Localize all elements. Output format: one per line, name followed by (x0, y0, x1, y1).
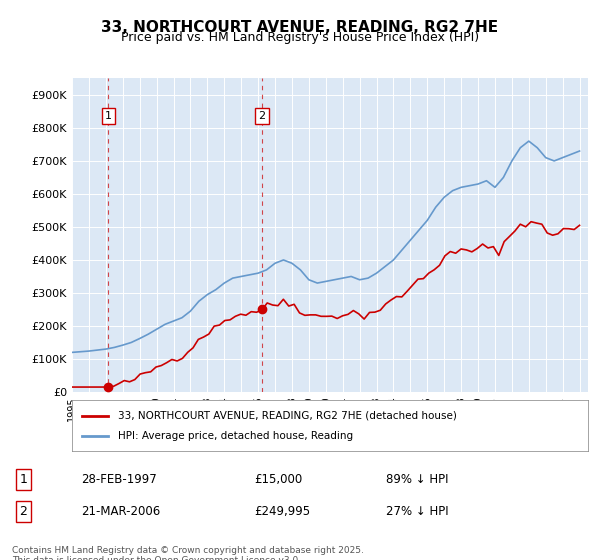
Text: 1: 1 (20, 473, 28, 486)
Text: £15,000: £15,000 (254, 473, 302, 486)
Text: 33, NORTHCOURT AVENUE, READING, RG2 7HE: 33, NORTHCOURT AVENUE, READING, RG2 7HE (101, 20, 499, 35)
Text: 2: 2 (20, 505, 28, 518)
Text: Price paid vs. HM Land Registry's House Price Index (HPI): Price paid vs. HM Land Registry's House … (121, 31, 479, 44)
Text: Contains HM Land Registry data © Crown copyright and database right 2025.
This d: Contains HM Land Registry data © Crown c… (12, 546, 364, 560)
Text: 28-FEB-1997: 28-FEB-1997 (81, 473, 157, 486)
Text: HPI: Average price, detached house, Reading: HPI: Average price, detached house, Read… (118, 431, 353, 441)
Text: 27% ↓ HPI: 27% ↓ HPI (386, 505, 449, 518)
Text: 89% ↓ HPI: 89% ↓ HPI (386, 473, 449, 486)
Text: £249,995: £249,995 (254, 505, 310, 518)
Text: 1: 1 (105, 111, 112, 121)
Text: 33, NORTHCOURT AVENUE, READING, RG2 7HE (detached house): 33, NORTHCOURT AVENUE, READING, RG2 7HE … (118, 410, 457, 421)
Text: 21-MAR-2006: 21-MAR-2006 (81, 505, 160, 518)
Text: 2: 2 (258, 111, 265, 121)
